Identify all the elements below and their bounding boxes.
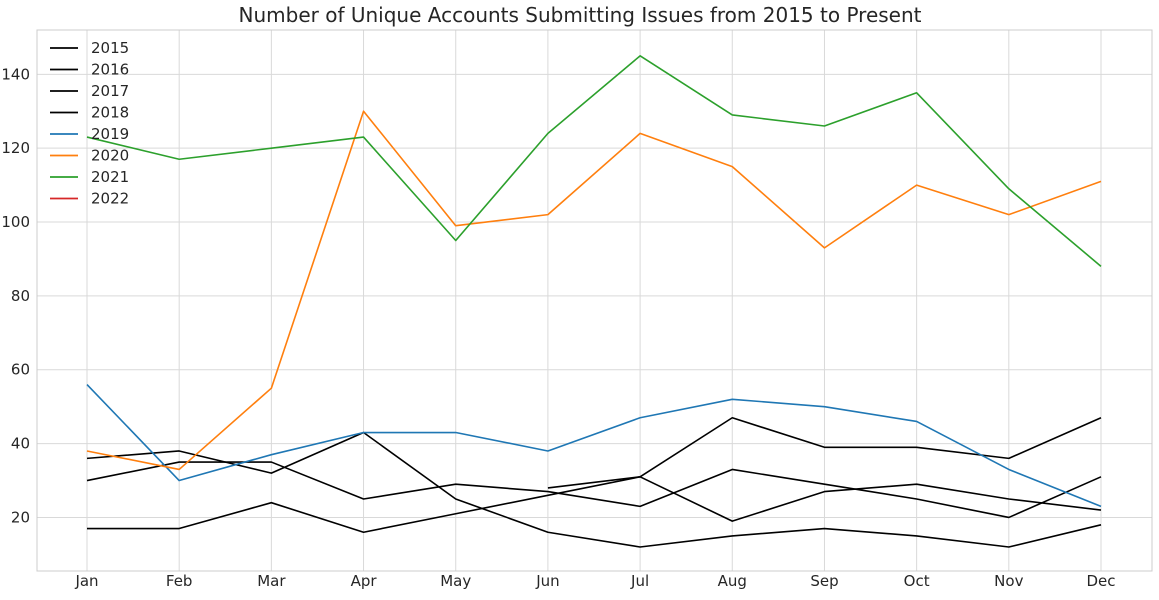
series-line-2021 — [86, 55, 1102, 267]
x-tick-label: Mar — [257, 572, 286, 590]
legend-label: 2016 — [91, 61, 129, 79]
series-line-2018 — [86, 431, 1102, 548]
y-axis-ticks: 20 40 60 80 100 120 140 — [1, 65, 30, 526]
series-line-2017 — [86, 461, 1102, 519]
legend-label: 2020 — [91, 147, 129, 165]
x-tick-label: Oct — [904, 572, 930, 590]
legend-label: 2018 — [91, 104, 129, 122]
y-tick-label: 60 — [11, 361, 30, 379]
x-tick-label: Jul — [630, 572, 649, 590]
series-line-2019 — [86, 383, 1102, 508]
series-lines — [86, 55, 1102, 548]
x-tick-label: Sep — [810, 572, 838, 590]
x-tick-label: Aug — [718, 572, 747, 590]
y-tick-label: 20 — [11, 508, 30, 526]
legend-label: 2021 — [91, 168, 129, 186]
x-tick-label: Dec — [1086, 572, 1115, 590]
grid — [37, 30, 1152, 571]
y-tick-label: 120 — [1, 139, 30, 157]
series-line-2020 — [86, 110, 1102, 471]
y-tick-label: 80 — [11, 287, 30, 305]
y-tick-label: 100 — [1, 213, 30, 231]
legend-label: 2022 — [91, 190, 129, 208]
legend-label: 2015 — [91, 39, 129, 57]
x-tick-label: Feb — [166, 572, 193, 590]
x-tick-label: Jan — [74, 572, 98, 590]
x-tick-label: Nov — [994, 572, 1023, 590]
legend-label: 2019 — [91, 125, 129, 143]
series-line-2016 — [87, 416, 1102, 534]
legend-label: 2017 — [91, 82, 129, 100]
y-tick-label: 140 — [1, 65, 30, 83]
x-tick-label: Jun — [535, 572, 559, 590]
legend: 2015 2016 2017 2018 2019 2020 2021 2022 — [50, 39, 129, 208]
x-tick-label: Apr — [351, 572, 378, 590]
x-axis-ticks: Jan Feb Mar Apr May Jun Jul Aug Sep Oct Nov Dec — [74, 572, 1115, 590]
y-tick-label: 40 — [11, 435, 30, 453]
chart-title: Number of Unique Accounts Submitting Iss… — [239, 3, 922, 27]
plot-frame — [36, 29, 1153, 572]
x-tick-label: May — [440, 572, 471, 590]
